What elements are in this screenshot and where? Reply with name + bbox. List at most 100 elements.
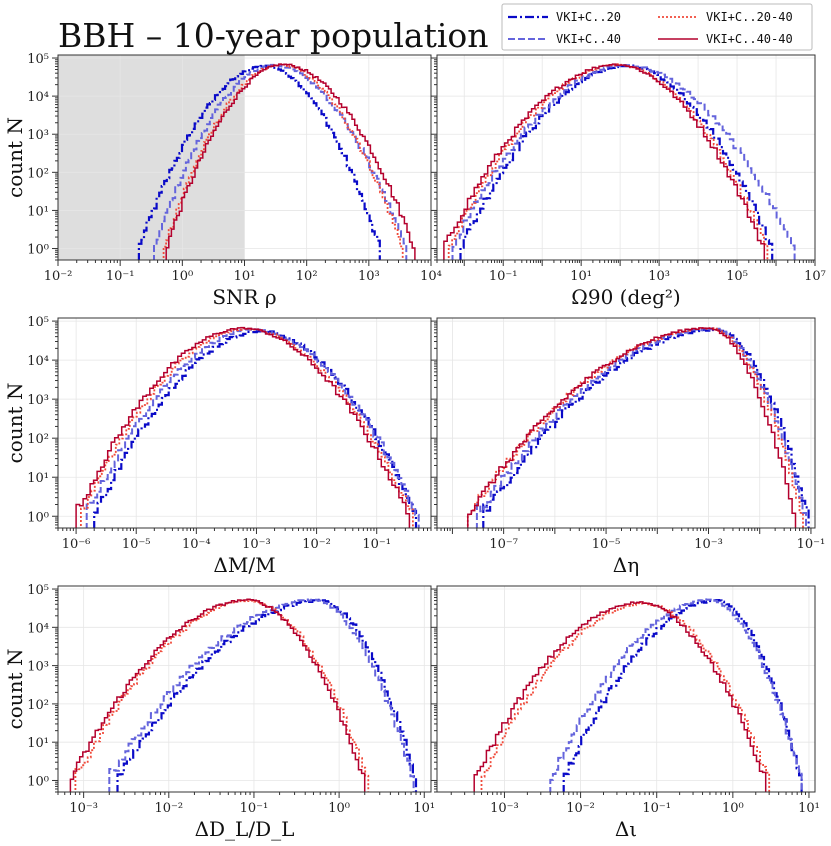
x-tick-label: 10¹ bbox=[234, 269, 256, 284]
axes-frame bbox=[436, 317, 816, 529]
series-line-3 bbox=[466, 327, 804, 528]
x-tick-label: 10⁵ bbox=[726, 269, 748, 284]
x-tick-label: 10⁻⁷ bbox=[489, 537, 518, 552]
x-axis-label: Δη bbox=[613, 553, 639, 577]
y-tick-label: 10³ bbox=[27, 128, 49, 143]
excluded-region bbox=[58, 55, 245, 260]
x-tick-label: 10⁻⁴ bbox=[182, 537, 211, 552]
grid bbox=[58, 318, 431, 528]
x-axis-label: ΔM/M bbox=[213, 553, 275, 577]
panel-5: 10⁰ 10¹ 10² 10³ 10⁴ 10⁵ 10⁻³ 10⁻² 10⁻¹ 10⁰ 10¹ ΔD_L… bbox=[3, 583, 435, 841]
series-line-1 bbox=[93, 329, 418, 528]
x-tick-label: 10⁰ bbox=[328, 801, 350, 816]
y-tick-label: 10⁰ bbox=[27, 243, 49, 258]
x-tick-label: 10¹ bbox=[570, 269, 592, 284]
series-line-2 bbox=[451, 64, 796, 260]
grid bbox=[58, 586, 431, 792]
y-axis-label: count N bbox=[3, 117, 27, 198]
x-tick-label: 10³ bbox=[358, 269, 380, 284]
y-tick-label: 10⁵ bbox=[27, 52, 49, 67]
grid bbox=[437, 586, 815, 792]
series-line-4 bbox=[165, 63, 416, 260]
y-tick-label: 10³ bbox=[27, 660, 49, 675]
x-axis-label: Δι bbox=[615, 817, 637, 841]
ticks bbox=[52, 588, 425, 798]
y-tick-label: 10² bbox=[27, 432, 49, 447]
x-axis-label: Ω90 (deg²) bbox=[571, 285, 680, 309]
panel-3: 10⁰ 10¹ 10² 10³ 10⁴ 10⁵ 10⁻⁶ 10⁻⁵ 10⁻⁴ 10⁻³ 10⁻² 10… bbox=[3, 315, 432, 577]
y-tick-label: 10¹ bbox=[27, 204, 49, 219]
y-tick-label: 10⁵ bbox=[27, 315, 49, 330]
axes-frame bbox=[57, 317, 432, 529]
x-tick-label: 10⁻² bbox=[44, 269, 73, 284]
x-tick-label: 10⁻⁵ bbox=[592, 537, 621, 552]
y-tick-label: 10⁴ bbox=[27, 90, 49, 105]
y-tick-label: 10⁵ bbox=[27, 583, 49, 598]
x-tick-label: 10⁻¹ bbox=[489, 269, 518, 284]
series-line-2 bbox=[108, 598, 415, 792]
legend-label: VKI+C..40 bbox=[556, 32, 621, 46]
series-line-3 bbox=[80, 327, 414, 528]
y-tick-label: 10⁴ bbox=[27, 354, 49, 369]
x-tick-label: 10⁰ bbox=[171, 269, 193, 284]
series-line-1 bbox=[459, 64, 774, 260]
y-axis-label: count N bbox=[3, 383, 27, 464]
y-tick-label: 10² bbox=[27, 698, 49, 713]
legend-label: VKI+C..20 bbox=[556, 10, 621, 24]
x-tick-label: 10³ bbox=[648, 269, 670, 284]
y-axis-label: count N bbox=[3, 649, 27, 730]
y-tick-label: 10¹ bbox=[27, 471, 49, 486]
series-line-3 bbox=[480, 602, 771, 792]
y-tick-label: 10³ bbox=[27, 393, 49, 408]
series-line-4 bbox=[443, 63, 766, 260]
x-tick-label: 10⁻¹ bbox=[240, 801, 269, 816]
x-tick-label: 10⁻² bbox=[566, 801, 595, 816]
x-tick-label: 10⁻² bbox=[302, 537, 331, 552]
x-tick-label: 10⁰ bbox=[722, 801, 744, 816]
x-tick-label: 10⁻³ bbox=[694, 537, 723, 552]
panel-4: 10⁻⁷ 10⁻⁵ 10⁻³ 10⁻¹ Δη bbox=[431, 317, 826, 577]
y-tick-label: 10⁰ bbox=[27, 510, 49, 525]
ticks bbox=[431, 588, 810, 798]
series-line-2 bbox=[549, 598, 803, 792]
x-tick-label: 10⁻³ bbox=[490, 801, 519, 816]
x-tick-label: 10¹ bbox=[798, 801, 820, 816]
series-line-4 bbox=[467, 327, 797, 528]
series-line-1 bbox=[116, 598, 418, 792]
figure-title: BBH – 10-year population bbox=[58, 16, 489, 55]
x-tick-label: 10⁴ bbox=[420, 269, 442, 284]
x-axis-label: ΔD_L/D_L bbox=[195, 817, 295, 841]
legend-label: VKI+C..40-40 bbox=[706, 32, 793, 46]
y-tick-label: 10⁰ bbox=[27, 774, 49, 789]
x-tick-label: 10⁻³ bbox=[242, 537, 271, 552]
series-line-3 bbox=[447, 63, 769, 260]
x-tick-label: 10¹ bbox=[413, 801, 435, 816]
series-line-1 bbox=[482, 328, 810, 528]
x-tick-label: 10⁻⁶ bbox=[62, 537, 91, 552]
panel-6: 10⁻³ 10⁻² 10⁻¹ 10⁰ 10¹ Δι bbox=[431, 585, 820, 841]
axes-frame bbox=[57, 585, 432, 793]
y-tick-label: 10¹ bbox=[27, 736, 49, 751]
y-tick-label: 10² bbox=[27, 166, 49, 181]
axes-frame bbox=[436, 54, 816, 261]
ticks bbox=[52, 320, 432, 534]
ticks bbox=[431, 57, 816, 266]
y-tick-label: 10⁴ bbox=[27, 621, 49, 636]
legend-label: VKI+C..20-40 bbox=[706, 10, 793, 24]
series-line-1 bbox=[562, 599, 803, 792]
x-tick-label: 10⁻¹ bbox=[362, 537, 391, 552]
grid bbox=[437, 55, 816, 260]
x-tick-label: 10⁻⁵ bbox=[122, 537, 151, 552]
x-tick-label: 10⁻¹ bbox=[797, 537, 826, 552]
x-tick-label: 10² bbox=[296, 269, 318, 284]
series-line-4 bbox=[473, 601, 767, 792]
panel-2: 10⁻¹ 10¹ 10³ 10⁵ 10⁷ Ω90 (deg²) bbox=[431, 54, 826, 309]
series-line-1 bbox=[137, 64, 381, 260]
series-line-4 bbox=[75, 326, 411, 528]
x-axis-label: SNR ρ bbox=[212, 285, 276, 309]
x-tick-label: 10⁷ bbox=[804, 269, 826, 284]
series-line-4 bbox=[69, 598, 366, 792]
x-tick-label: 10⁻² bbox=[154, 801, 183, 816]
